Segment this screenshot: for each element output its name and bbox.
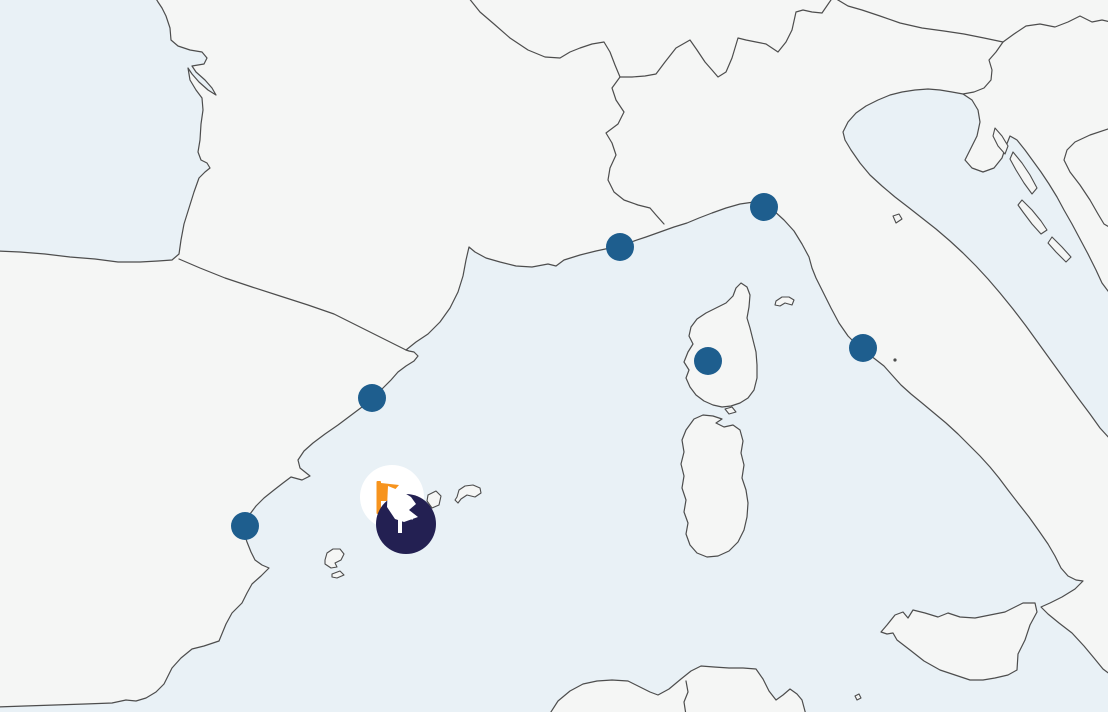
islands-croatia [892, 127, 1072, 263]
island-formentera [331, 570, 345, 579]
port-marker-south-france[interactable] [606, 233, 634, 261]
islet-pantelleria [854, 693, 862, 701]
border-pyrenees [178, 258, 407, 351]
port-marker-liguria[interactable] [750, 193, 778, 221]
country-borders [178, 0, 1108, 712]
lake-dot [893, 358, 897, 362]
port-marker-corsica[interactable] [694, 347, 722, 375]
port-marker-east-spain[interactable] [231, 512, 259, 540]
border-slovenia [962, 41, 1004, 95]
border-africa [683, 680, 689, 712]
coastline-adriatic [842, 88, 1108, 438]
island-sicily [880, 602, 1038, 681]
island-ibiza [324, 548, 345, 569]
coastline-atlantic [0, 0, 217, 263]
border-balkans [1063, 128, 1108, 227]
island-menorca [454, 484, 482, 504]
port-marker-catalonia[interactable] [358, 384, 386, 412]
island-corsica [683, 282, 758, 408]
port-marker-central-italy[interactable] [849, 334, 877, 362]
island-sardinia [680, 414, 749, 558]
island-maddalena [724, 406, 737, 415]
sailboat-icon [387, 486, 418, 533]
island-elba [774, 296, 795, 307]
border-alps-north [469, 0, 832, 78]
avatar-marker[interactable] [376, 486, 436, 554]
border-france-italy [605, 76, 665, 225]
port-markers [231, 193, 877, 540]
island-mallorca-fragment [426, 490, 442, 509]
